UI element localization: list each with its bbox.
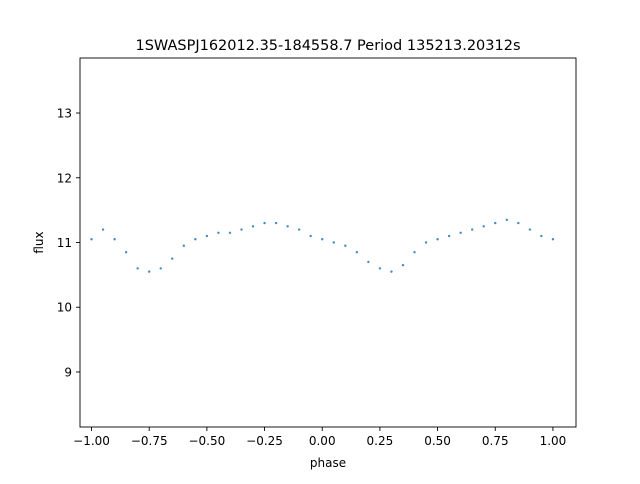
x-tick-label: 1.00 bbox=[540, 434, 567, 448]
data-point bbox=[401, 263, 405, 267]
data-point bbox=[459, 231, 462, 234]
data-point bbox=[413, 251, 416, 254]
data-point bbox=[124, 251, 128, 254]
data-point bbox=[390, 270, 393, 273]
data-point bbox=[378, 267, 382, 270]
data-points bbox=[90, 218, 555, 273]
x-tick-label: 0.50 bbox=[424, 434, 451, 448]
y-tick-label: 13 bbox=[57, 107, 72, 121]
data-point bbox=[263, 221, 266, 225]
x-tick-label: 0.25 bbox=[367, 434, 394, 448]
x-tick-label: 0.75 bbox=[482, 434, 509, 448]
x-axis-label: phase bbox=[310, 456, 346, 470]
y-axis: 9 10 11 12 13 bbox=[57, 107, 80, 379]
data-point bbox=[194, 238, 197, 241]
data-point bbox=[424, 241, 428, 244]
x-tick-label: −1.00 bbox=[73, 434, 110, 448]
data-point bbox=[113, 238, 116, 241]
data-point bbox=[470, 228, 474, 231]
data-point bbox=[182, 244, 186, 247]
data-point bbox=[159, 267, 162, 270]
data-point bbox=[309, 234, 312, 238]
data-point bbox=[274, 221, 278, 225]
x-tick-label: 0.00 bbox=[309, 434, 336, 448]
data-point bbox=[251, 225, 255, 228]
data-point bbox=[171, 257, 174, 260]
data-point bbox=[321, 238, 324, 241]
data-point bbox=[286, 225, 289, 228]
x-tick-label: −0.25 bbox=[246, 434, 283, 448]
data-point bbox=[505, 218, 508, 222]
y-tick-label: 9 bbox=[64, 365, 72, 379]
y-axis-label: flux bbox=[32, 231, 46, 253]
data-point bbox=[240, 228, 243, 231]
data-point bbox=[436, 238, 439, 241]
data-point bbox=[205, 234, 209, 238]
data-point bbox=[367, 260, 370, 264]
data-point bbox=[332, 241, 335, 244]
data-point bbox=[447, 234, 451, 238]
y-tick-label: 12 bbox=[57, 171, 72, 185]
y-tick-label: 11 bbox=[57, 236, 72, 250]
x-tick-label: −0.50 bbox=[188, 434, 225, 448]
data-point bbox=[482, 225, 485, 228]
data-point bbox=[101, 228, 105, 231]
data-point bbox=[517, 221, 520, 225]
data-point bbox=[148, 270, 151, 273]
data-point bbox=[528, 228, 532, 231]
data-point bbox=[217, 231, 220, 234]
y-tick-label: 10 bbox=[57, 301, 72, 315]
x-tick-label: −0.75 bbox=[131, 434, 168, 448]
data-point bbox=[90, 238, 93, 241]
data-point bbox=[551, 238, 555, 241]
data-point bbox=[344, 244, 347, 247]
x-axis: −1.00 −0.75 −0.50 −0.25 0.00 0.25 0.50 0.75 1.00 bbox=[73, 427, 566, 448]
data-point bbox=[136, 267, 139, 270]
data-point bbox=[297, 228, 301, 231]
data-point bbox=[355, 251, 359, 254]
data-point bbox=[540, 234, 543, 238]
chart-title: 1SWASPJ162012.35-184558.7 Period 135213.… bbox=[135, 38, 520, 54]
data-point bbox=[228, 231, 232, 234]
data-point bbox=[494, 221, 497, 225]
